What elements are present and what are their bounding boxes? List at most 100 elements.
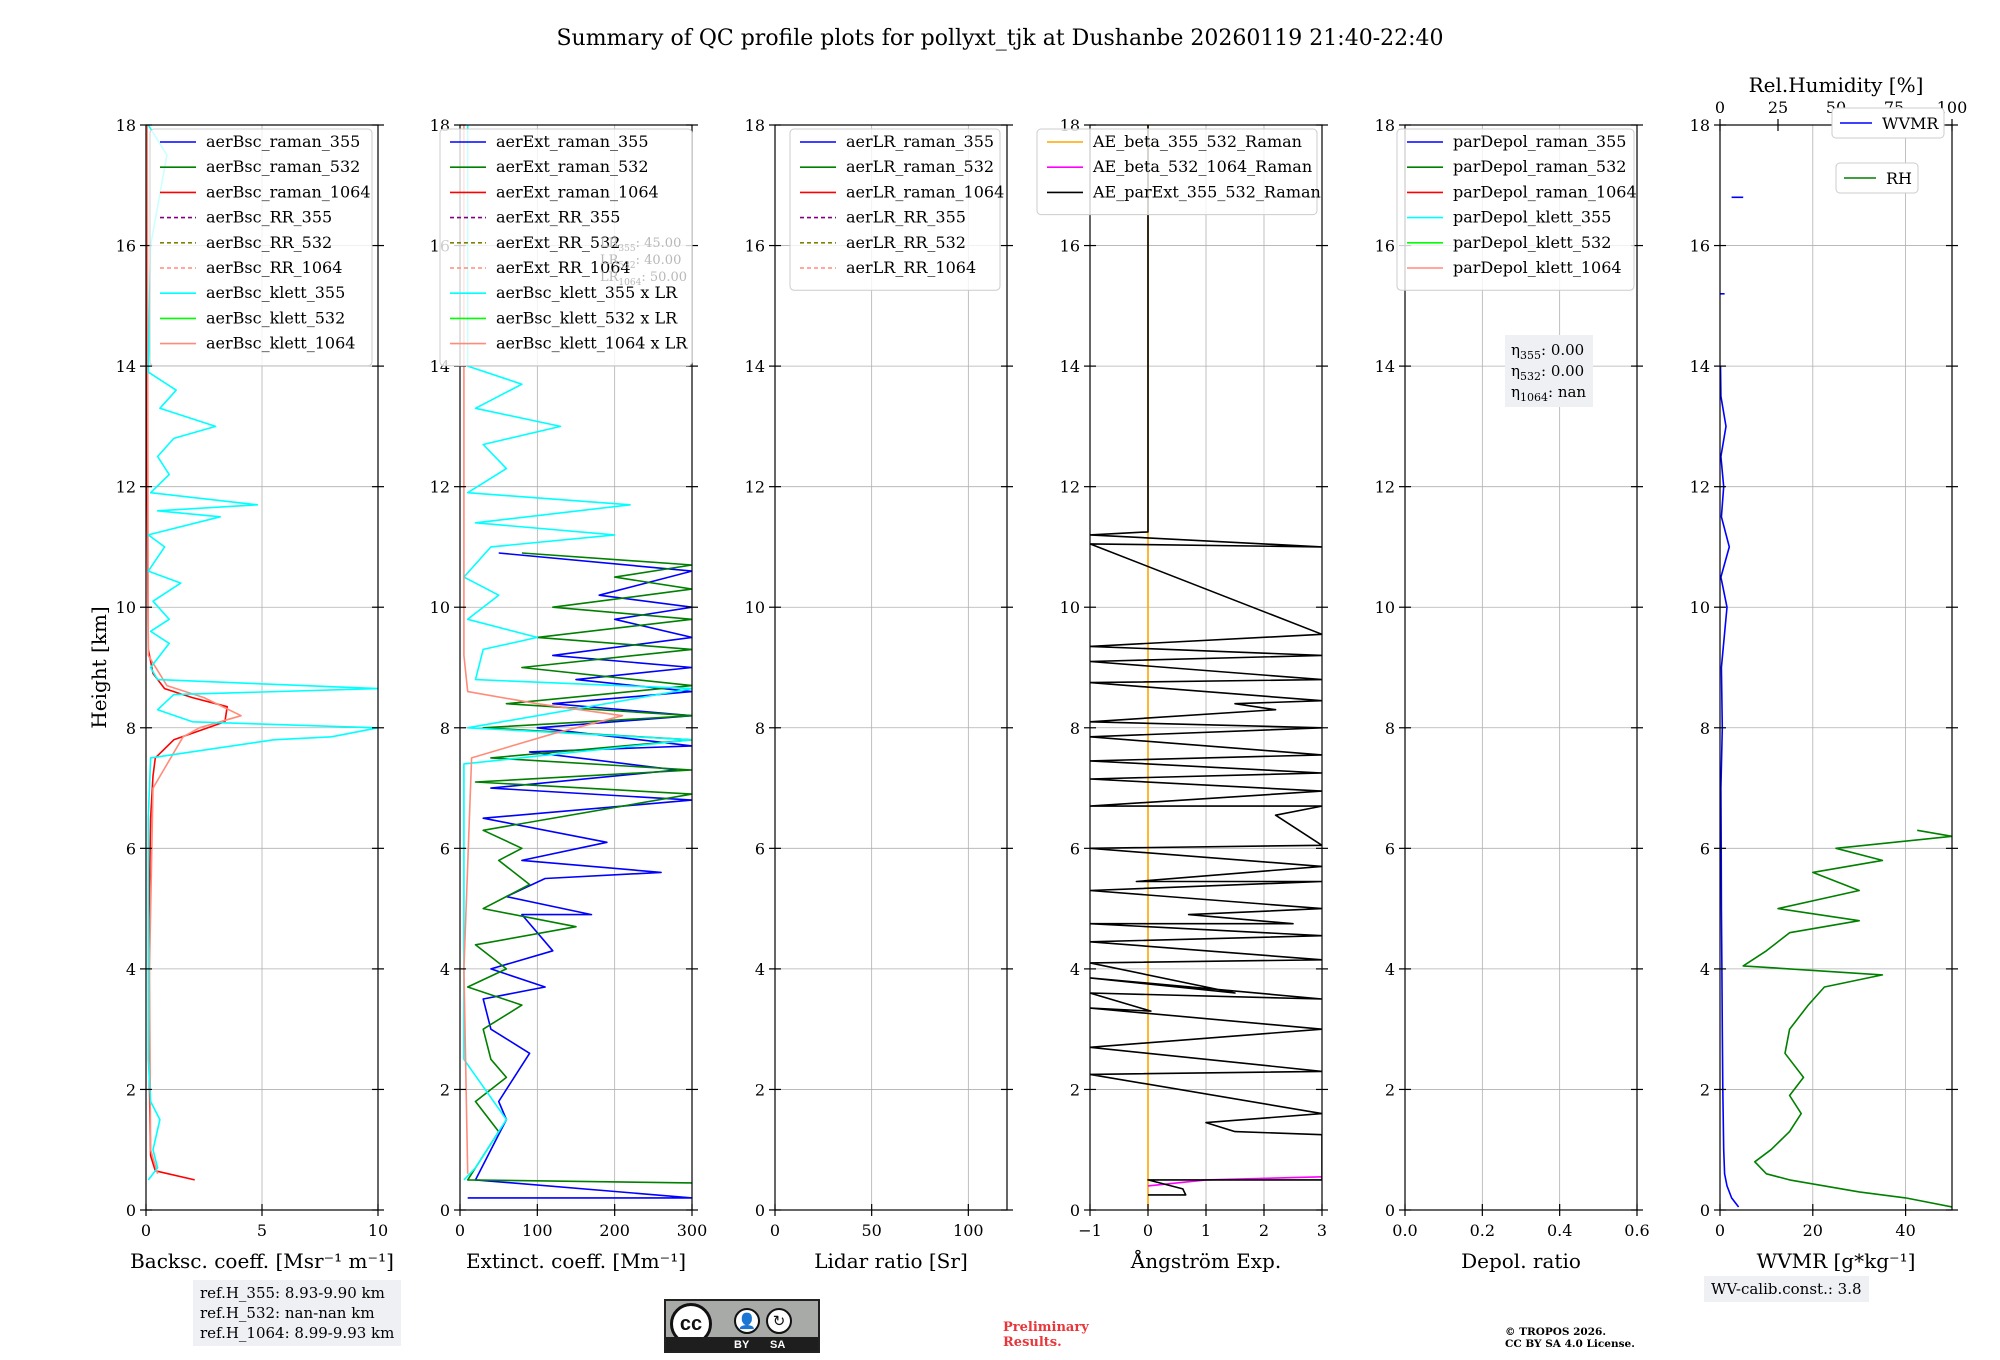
x-axis-label: Depol. ratio xyxy=(1461,1249,1581,1273)
legend-label: aerBsc_klett_1064 x LR xyxy=(496,334,688,353)
y-tick-label: 16 xyxy=(1690,237,1710,256)
y-tick-label: 8 xyxy=(1385,719,1395,738)
y-tick-label: 18 xyxy=(1690,116,1710,135)
share-alike-icon: ↻ xyxy=(766,1308,792,1334)
legend-label: aerBsc_klett_532 x LR xyxy=(496,308,678,327)
reference-height-box: ref.H_355: 8.93-9.90 km ref.H_532: nan-n… xyxy=(193,1280,402,1346)
series-line-RH xyxy=(1742,829,1952,1208)
y-tick-label: 14 xyxy=(116,357,136,376)
eta-label: η532: 0.00 xyxy=(1511,362,1584,383)
copyright-note: © TROPOS 2026. CC BY SA 4.0 License. xyxy=(1505,1326,1635,1350)
y-tick-label: 0 xyxy=(440,1201,450,1220)
series-line-aerBsc_klett_1064 xyxy=(146,125,242,1175)
legend-label: parDepol_raman_355 xyxy=(1453,132,1626,151)
legend-label: AE_beta_532_1064_Raman xyxy=(1092,157,1312,176)
x-tick-label: 0 xyxy=(770,1221,780,1240)
y-tick-label: 14 xyxy=(1060,357,1080,376)
y-tick-label: 10 xyxy=(1690,598,1710,617)
y-tick-label: 0 xyxy=(1385,1201,1395,1220)
y-tick-label: 12 xyxy=(116,478,136,497)
y-tick-label: 16 xyxy=(1375,237,1395,256)
series-group xyxy=(146,125,378,1181)
legend-wvmr-label: WVMR xyxy=(1882,114,1939,133)
axes-frame xyxy=(1719,124,1953,1211)
legend-box xyxy=(439,128,693,367)
y-tick-label: 12 xyxy=(1375,478,1395,497)
legend-label: aerBsc_klett_532 xyxy=(206,308,345,327)
y-tick-label: 12 xyxy=(1060,478,1080,497)
series-line-AE_parExt_355_532_Raman xyxy=(1090,125,1322,1196)
legend-label: aerLR_RR_532 xyxy=(846,233,966,252)
axes-frame xyxy=(1404,124,1638,1211)
series-line-AE_beta_532_1064_Raman xyxy=(1147,1176,1322,1187)
eta-label: η355: 0.00 xyxy=(1511,341,1584,362)
x-tick-label: 3 xyxy=(1317,1221,1327,1240)
legend-label: aerExt_raman_1064 xyxy=(496,182,659,201)
legend-label: parDepol_klett_532 xyxy=(1453,233,1611,252)
y-tick-label: 6 xyxy=(126,839,136,858)
series-group xyxy=(1090,125,1322,1210)
eta-label: η1064: nan xyxy=(1511,383,1586,404)
y-tick-label: 2 xyxy=(126,1080,136,1099)
y-tick-label: 4 xyxy=(126,960,136,979)
y-tick-label: 18 xyxy=(116,116,136,135)
legend-label: parDepol_raman_532 xyxy=(1453,157,1626,176)
y-tick-label: 4 xyxy=(1700,960,1710,979)
series-line-aerExt_raman_532 xyxy=(466,552,692,1184)
cc-by-label: BY xyxy=(734,1339,750,1351)
cc-license-badge: cc 👤 ↻ BY SA xyxy=(664,1299,820,1353)
y-tick-label: 12 xyxy=(430,478,450,497)
panel-ext: 0246810121416180100200300Extinct. coeff.… xyxy=(430,116,708,1273)
y-tick-label: 16 xyxy=(1060,237,1080,256)
legend-label: aerLR_raman_355 xyxy=(846,132,994,151)
y-tick-label: 18 xyxy=(745,116,765,135)
y-tick-label: 4 xyxy=(440,960,450,979)
x-tick-label: 40 xyxy=(1895,1221,1915,1240)
y-tick-label: 16 xyxy=(116,237,136,256)
series-line-aerBsc_klett_355 x LR xyxy=(463,125,692,1181)
legend-wvmr-box xyxy=(1831,107,1945,139)
legend-label: aerExt_RR_1064 xyxy=(496,258,631,277)
y-tick-label: 0 xyxy=(1700,1201,1710,1220)
legend-label: aerLR_raman_532 xyxy=(846,157,994,176)
legend-label: aerBsc_raman_1064 xyxy=(206,182,371,201)
axes-frame xyxy=(459,124,693,1211)
legend-label: aerExt_raman_532 xyxy=(496,157,649,176)
legend-label: parDepol_raman_1064 xyxy=(1453,182,1637,201)
y-tick-label: 10 xyxy=(1375,598,1395,617)
y-tick-label: 4 xyxy=(1070,960,1080,979)
x-tick-label: 200 xyxy=(599,1221,630,1240)
legend-label: aerBsc_raman_355 xyxy=(206,132,360,151)
legend-label: aerLR_RR_355 xyxy=(846,208,966,227)
legend-label: parDepol_klett_1064 xyxy=(1453,258,1622,277)
copyright-line-1: © TROPOS 2026. xyxy=(1505,1326,1607,1338)
y-tick-label: 8 xyxy=(755,719,765,738)
x-tick-label: 2 xyxy=(1259,1221,1269,1240)
legend-box xyxy=(149,128,373,367)
x-tick-label: −1 xyxy=(1078,1221,1102,1240)
copyright-line-2: CC BY SA 4.0 License. xyxy=(1505,1338,1635,1350)
eta-box xyxy=(1505,335,1593,407)
legend-label: aerBsc_klett_355 x LR xyxy=(496,283,678,302)
y-tick-label: 14 xyxy=(745,357,765,376)
legend-box xyxy=(1036,128,1318,216)
legend-label: AE_beta_355_532_Raman xyxy=(1092,132,1302,151)
top-x-tick-label: 0 xyxy=(1715,98,1725,117)
y-tick-label: 2 xyxy=(1385,1080,1395,1099)
ref-height-355: ref.H_355: 8.93-9.90 km xyxy=(200,1284,385,1302)
x-tick-label: 0 xyxy=(1143,1221,1153,1240)
x-axis-label: Lidar ratio [Sr] xyxy=(814,1249,968,1273)
x-tick-label: 0.4 xyxy=(1547,1221,1572,1240)
panel-lr: 0 2 4 6 8 10 12 14 16 18 0 50 100 Lidar ratio [Sr] aer… xyxy=(745,116,1013,1273)
panel-bsc: 0 2 4 6 8 10 12 14 16 18 0 5 10 Backsc. coeff. [Msr⁻¹… xyxy=(87,116,394,1273)
preliminary-note: Preliminary Results. xyxy=(1003,1320,1089,1350)
x-tick-label: 100 xyxy=(522,1221,553,1240)
y-tick-label: 4 xyxy=(755,960,765,979)
legend-label: aerBsc_raman_532 xyxy=(206,157,360,176)
y-tick-label: 2 xyxy=(1700,1080,1710,1099)
series-line-aerExt_raman_355 xyxy=(467,552,692,1199)
panel-depol: 0 2 4 6 8 10 12 14 16 18 0.0 0.2 0.4 0.6 Depol. ratio p… xyxy=(1375,116,1650,1273)
attribution-person-icon: 👤 xyxy=(734,1308,760,1334)
y-tick-label: 12 xyxy=(1690,478,1710,497)
